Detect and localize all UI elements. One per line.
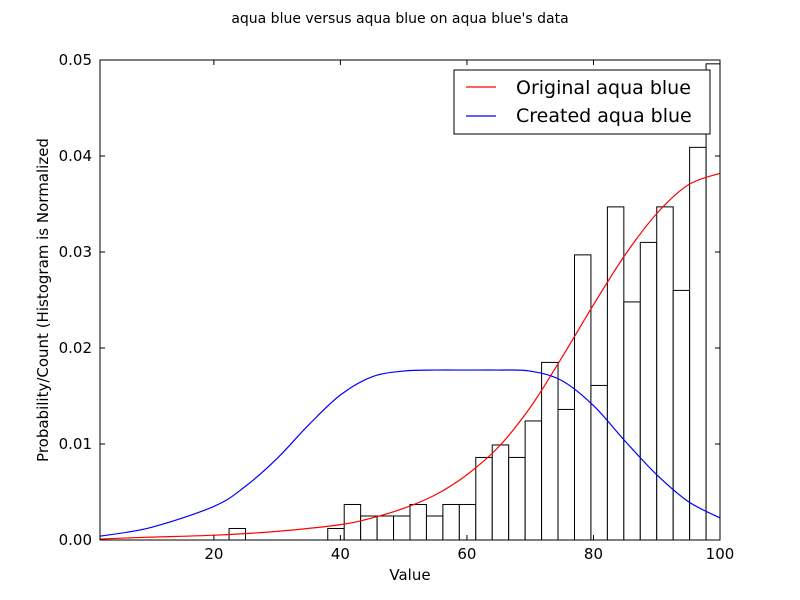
histogram-bar-6	[409, 503, 427, 541]
y-tick-label-5: 0.05	[59, 51, 92, 69]
histogram-bar-9	[458, 503, 477, 541]
histogram-bar-4	[376, 515, 395, 541]
histogram-bar-23	[689, 146, 707, 541]
histogram-bar-17	[590, 384, 608, 541]
histogram-bar-14	[541, 361, 559, 541]
axis-ticks: 20 40 60 80 100 0.00 0.01 0.02 0.03 0.04 0.05	[59, 51, 735, 563]
x-tick-label-100: 100	[706, 545, 735, 563]
x-axis-label: Value	[389, 566, 430, 584]
fitted-curves	[99, 172, 721, 540]
x-tick-label-60: 60	[457, 545, 476, 563]
legend-box	[453, 69, 711, 135]
legend-label-original: Original aqua blue	[516, 77, 691, 99]
original-curve	[99, 172, 721, 540]
histogram-bar-5	[393, 515, 411, 541]
y-tick-label-0: 0.00	[59, 531, 92, 549]
histogram-bar-22	[672, 289, 691, 541]
histogram-bar-11	[491, 444, 510, 541]
legend: Original aqua blue Created aqua blue	[453, 69, 711, 135]
histogram-bar-21	[656, 206, 674, 541]
histogram-bar-19	[623, 301, 641, 541]
histogram-bar-24	[705, 63, 721, 541]
histogram-bar-3	[360, 515, 378, 541]
histogram-bar-20	[639, 241, 658, 541]
created-curve	[99, 369, 721, 537]
x-tick-label-80: 80	[584, 545, 603, 563]
histogram-bar-1	[327, 527, 345, 541]
y-tick-label-3: 0.03	[59, 243, 92, 261]
histogram-bar-16	[573, 254, 592, 541]
histogram-bar-8	[442, 503, 460, 541]
histogram-bar-12	[508, 456, 526, 541]
x-tick-label-20: 20	[204, 545, 223, 563]
histogram-bar-7	[425, 515, 444, 541]
chart-title: aqua blue versus aqua blue on aqua blue'…	[231, 11, 568, 27]
y-tick-label-1: 0.01	[59, 435, 92, 453]
y-tick-label-4: 0.04	[59, 147, 92, 165]
plot-frame	[99, 59, 721, 541]
legend-label-created: Created aqua blue	[516, 105, 692, 127]
histogram-bar-15	[557, 408, 575, 541]
histogram-bar-13	[524, 420, 543, 541]
x-tick-label-40: 40	[331, 545, 350, 563]
y-tick-label-2: 0.02	[59, 339, 92, 357]
histogram-bar-18	[606, 206, 625, 541]
histogram-bar-10	[475, 456, 493, 541]
y-axis-label: Probability/Count (Histogram is Normaliz…	[34, 138, 52, 462]
